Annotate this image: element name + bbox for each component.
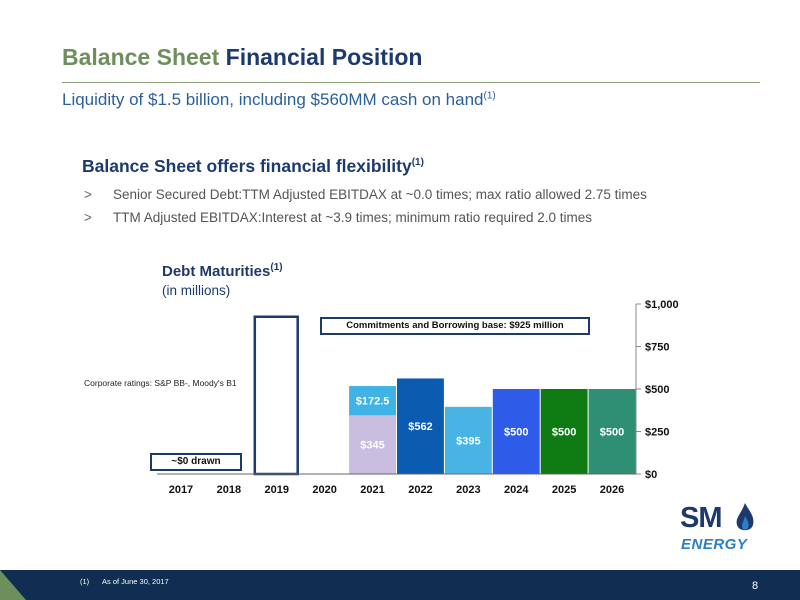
bar-2024 bbox=[492, 389, 540, 474]
data-label-2026: $500 bbox=[600, 427, 624, 439]
drawn-callout: ~$0 drawn bbox=[150, 453, 242, 471]
data-label-2022: $562 bbox=[408, 421, 432, 433]
section-heading-footnote: (1) bbox=[411, 157, 424, 169]
bar-2022 bbox=[397, 378, 444, 474]
footer-accent bbox=[0, 570, 26, 600]
data-label-2021: $345 bbox=[360, 440, 384, 452]
section-heading: Balance Sheet offers financial flexibili… bbox=[82, 156, 424, 177]
chart-subtitle: (in millions) bbox=[162, 283, 231, 298]
page-title-part1: Balance Sheet bbox=[62, 44, 220, 70]
chart-title-footnote: (1) bbox=[270, 262, 283, 273]
y-tick-label: $1,000 bbox=[645, 299, 679, 311]
corporate-ratings-note: Corporate ratings: S&P BB-, Moody's B1 bbox=[84, 378, 237, 388]
data-label-2021: $172.5 bbox=[356, 396, 390, 408]
bar-2021 bbox=[349, 386, 396, 416]
x-tick-label: 2023 bbox=[456, 484, 480, 496]
logo-tagline-text: ENERGY bbox=[681, 536, 748, 553]
y-tick-label: $250 bbox=[645, 427, 669, 439]
bullet-text: Senior Secured Debt:TTM Adjusted EBITDAX… bbox=[113, 187, 647, 202]
bar-2025 bbox=[540, 389, 588, 474]
sm-energy-logo: SM ENERGY bbox=[680, 502, 760, 558]
x-tick-label: 2018 bbox=[217, 484, 241, 496]
flame-icon bbox=[736, 503, 754, 531]
y-tick-label: $750 bbox=[645, 342, 669, 354]
page-subtitle: Liquidity of $1.5 billion, including $56… bbox=[62, 90, 496, 110]
data-label-2025: $500 bbox=[552, 427, 576, 439]
chart-title-text: Debt Maturities bbox=[162, 263, 271, 280]
page-subtitle-text: Liquidity of $1.5 billion, including $56… bbox=[62, 90, 484, 109]
x-tick-label: 2024 bbox=[504, 484, 529, 496]
page-subtitle-footnote: (1) bbox=[483, 90, 496, 102]
x-tick-label: 2025 bbox=[552, 484, 576, 496]
bullet-text: TTM Adjusted EBITDAX:Interest at ~3.9 ti… bbox=[113, 210, 593, 225]
x-tick-label: 2022 bbox=[408, 484, 432, 496]
bar-2026 bbox=[588, 389, 636, 474]
bar-2019-outline bbox=[253, 315, 299, 476]
bullet-marker: > bbox=[84, 210, 92, 225]
data-label-2024: $500 bbox=[504, 427, 528, 439]
page-title: Balance Sheet Financial Position bbox=[62, 44, 422, 71]
y-tick-label: $500 bbox=[645, 384, 669, 396]
footer-bar bbox=[0, 570, 800, 600]
x-tick-label: 2017 bbox=[169, 484, 193, 496]
page-number: 8 bbox=[752, 580, 759, 592]
x-tick-label: 2020 bbox=[312, 484, 336, 496]
page-title-part2: Financial Position bbox=[225, 44, 423, 70]
bullet-marker: > bbox=[84, 187, 92, 202]
title-divider bbox=[62, 82, 760, 83]
x-tick-label: 2019 bbox=[265, 484, 289, 496]
bar-2021 bbox=[349, 415, 396, 474]
bullet-item: > TTM Adjusted EBITDAX:Interest at ~3.9 t… bbox=[84, 210, 592, 225]
x-tick-label: 2021 bbox=[360, 484, 384, 496]
commitment-callout: Commitments and Borrowing base: $925 mil… bbox=[320, 317, 590, 335]
data-label-2023: $395 bbox=[456, 435, 480, 447]
logo-brand-text: SM bbox=[680, 502, 722, 534]
footnote: (1) As of June 30, 2017 bbox=[80, 577, 169, 586]
footnote-text: As of June 30, 2017 bbox=[102, 577, 169, 586]
section-heading-text: Balance Sheet offers financial flexibili… bbox=[82, 156, 412, 176]
y-tick-label: $0 bbox=[645, 469, 657, 481]
bullet-item: > Senior Secured Debt:TTM Adjusted EBITDA… bbox=[84, 187, 647, 202]
chart-title: Debt Maturities(1) bbox=[162, 262, 283, 280]
x-tick-label: 2026 bbox=[600, 484, 624, 496]
bar-2023 bbox=[444, 406, 492, 474]
footnote-number: (1) bbox=[80, 577, 90, 586]
